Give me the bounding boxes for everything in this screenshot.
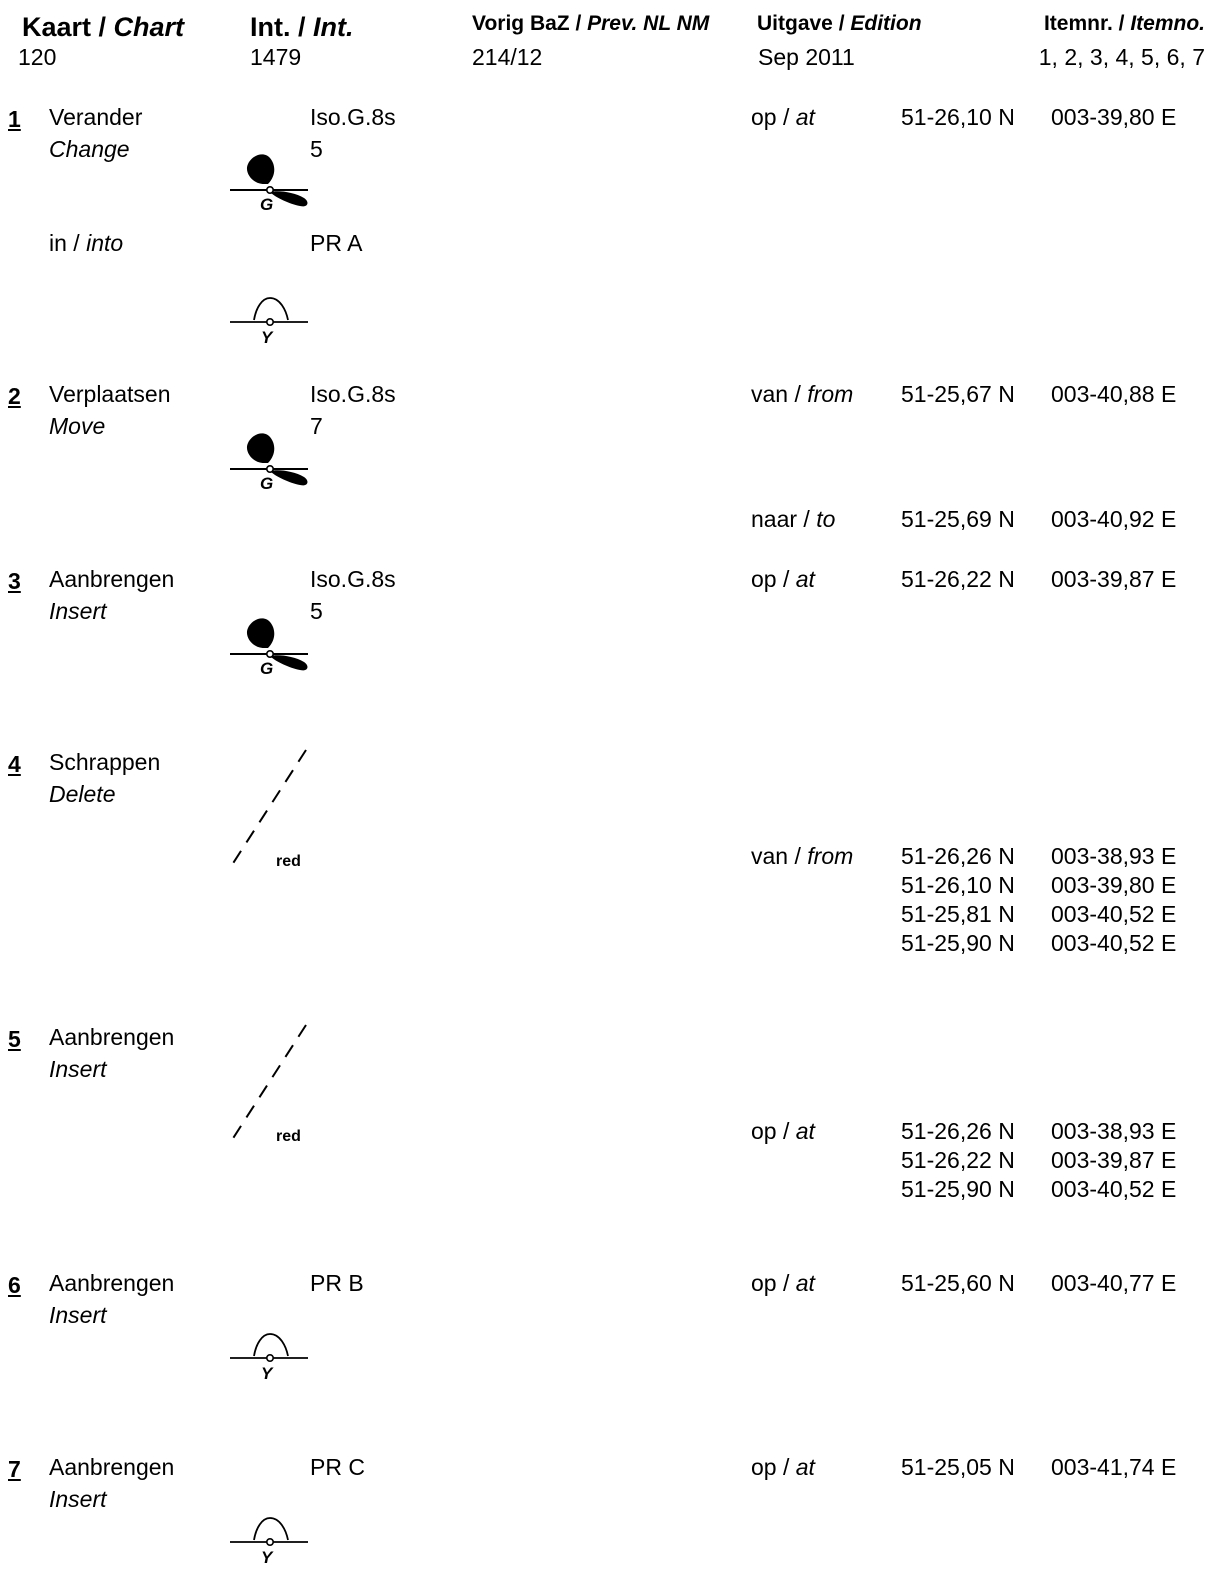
from-label: van / from	[751, 843, 854, 869]
yellow-buoy-icon: Y	[229, 1517, 309, 1567]
from-label: van / from	[751, 381, 854, 407]
buoy-name: PR B	[310, 1270, 364, 1296]
longitude: 003-38,93 E	[1051, 1118, 1177, 1144]
to-latitude: 51-25,69 N	[901, 506, 1015, 532]
from-latitude: 51-25,67 N	[901, 381, 1015, 407]
latitude: 51-25,90 N	[901, 1176, 1015, 1202]
action-en: Change	[49, 136, 130, 162]
item-number: 5	[8, 1026, 21, 1052]
line-colour-label: red	[276, 853, 301, 870]
action-nl: Verplaatsen	[49, 381, 171, 407]
yellow-buoy-icon: Y	[229, 1333, 309, 1383]
latitude: 51-26,22 N	[901, 1147, 1015, 1173]
longitude: 003-40,52 E	[1051, 1176, 1177, 1202]
longitude: 003-39,80 E	[1051, 104, 1177, 130]
item-number: 7	[8, 1456, 21, 1482]
longitude: 003-39,80 E	[1051, 872, 1177, 898]
item-number: 6	[8, 1272, 21, 1298]
latitude: 51-26,26 N	[901, 843, 1015, 869]
item-number: 3	[8, 568, 21, 594]
to-label: naar / to	[751, 506, 836, 532]
longitude: 003-39,87 E	[1051, 566, 1177, 592]
prev-nm-value: 214/12	[472, 44, 543, 70]
latitude: 51-25,81 N	[901, 901, 1015, 927]
prev-nm-header-label: Vorig BaZ / Prev. NL NM	[472, 12, 710, 35]
longitude: 003-40,52 E	[1051, 930, 1177, 956]
position-label: op / at	[751, 104, 815, 130]
green-light-icon: G	[229, 432, 309, 493]
light-characteristic: Iso.G.8s	[310, 566, 396, 592]
from-longitude: 003-40,88 E	[1051, 381, 1177, 407]
light-height: 5	[310, 136, 323, 162]
green-light-icon: G	[229, 617, 309, 678]
latitude: 51-26,10 N	[901, 872, 1015, 898]
light-characteristic: Iso.G.8s	[310, 381, 396, 407]
green-light-icon: G	[229, 153, 309, 214]
action-en: Insert	[49, 1302, 107, 1328]
action-nl: Aanbrengen	[49, 1270, 175, 1296]
action-nl: Aanbrengen	[49, 566, 175, 592]
action-nl: Schrappen	[49, 749, 161, 775]
position-label: op / at	[751, 1454, 815, 1480]
action-en: Insert	[49, 1486, 107, 1512]
buoy-name: PR C	[310, 1454, 365, 1480]
action-en: Move	[49, 413, 106, 439]
action-nl: Verander	[49, 104, 143, 130]
int-header-label: Int. / Int.	[250, 12, 354, 42]
item-number: 2	[8, 383, 21, 409]
itemno-value: 1, 2, 3, 4, 5, 6, 7	[1038, 44, 1205, 70]
latitude: 51-26,22 N	[901, 566, 1015, 592]
longitude: 003-39,87 E	[1051, 1147, 1177, 1173]
into-label: in / into	[49, 230, 124, 256]
chart-header-label: Kaart / Chart	[22, 12, 185, 42]
position-label: op / at	[751, 1270, 815, 1296]
latitude: 51-25,90 N	[901, 930, 1015, 956]
action-en: Insert	[49, 598, 107, 624]
action-nl: Aanbrengen	[49, 1454, 175, 1480]
action-en: Delete	[49, 781, 116, 807]
light-colour-letter: G	[260, 474, 273, 493]
dashed-line-icon: red	[229, 1024, 307, 1145]
latitude: 51-25,60 N	[901, 1270, 1015, 1296]
chart-number: 120	[18, 44, 57, 70]
yellow-buoy-icon: Y	[229, 297, 309, 347]
longitude: 003-40,52 E	[1051, 901, 1177, 927]
latitude: 51-26,10 N	[901, 104, 1015, 130]
edition-value: Sep 2011	[758, 44, 855, 70]
item-number: 1	[8, 106, 21, 132]
buoy-colour-letter: Y	[261, 328, 274, 347]
longitude: 003-40,77 E	[1051, 1270, 1177, 1296]
light-colour-letter: G	[260, 659, 273, 678]
position-label: op / at	[751, 1118, 815, 1144]
action-nl: Aanbrengen	[49, 1024, 175, 1050]
buoy-colour-letter: Y	[261, 1548, 274, 1567]
dashed-line-icon: red	[229, 749, 307, 870]
edition-header-label: Uitgave / Edition	[757, 12, 922, 35]
item-number: 4	[8, 751, 21, 777]
buoy-colour-letter: Y	[261, 1364, 274, 1383]
light-height: 5	[310, 598, 323, 624]
action-en: Insert	[49, 1056, 107, 1082]
to-longitude: 003-40,92 E	[1051, 506, 1177, 532]
position-label: op / at	[751, 566, 815, 592]
buoy-name: PR A	[310, 230, 363, 256]
longitude: 003-38,93 E	[1051, 843, 1177, 869]
light-characteristic: Iso.G.8s	[310, 104, 396, 130]
longitude: 003-41,74 E	[1051, 1454, 1177, 1480]
latitude: 51-25,05 N	[901, 1454, 1015, 1480]
int-number: 1479	[250, 44, 302, 70]
line-colour-label: red	[276, 1128, 301, 1145]
light-colour-letter: G	[260, 195, 273, 214]
light-height: 7	[310, 413, 323, 439]
itemno-header-label: Itemnr. / Itemno.	[1043, 12, 1205, 35]
latitude: 51-26,26 N	[901, 1118, 1015, 1144]
